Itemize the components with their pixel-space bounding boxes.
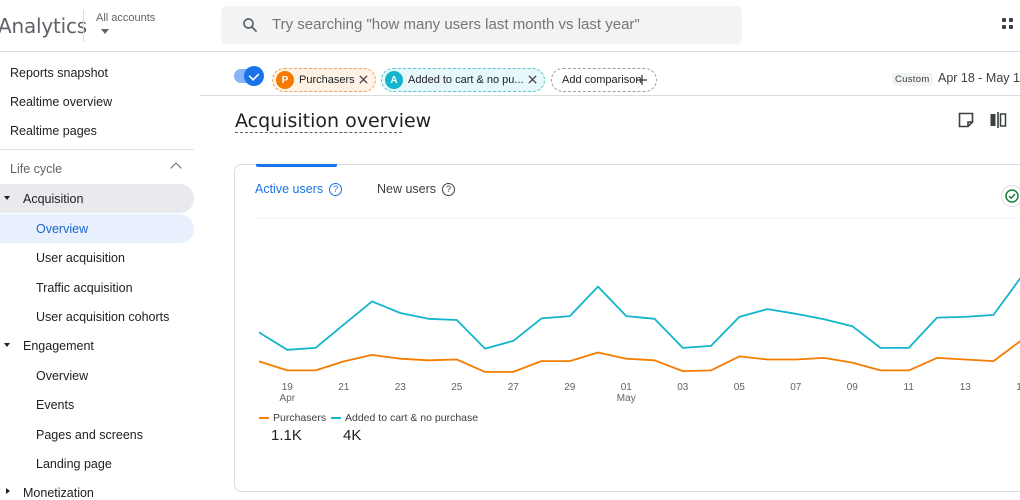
sidebar-item-monetization[interactable]: Monetization <box>0 478 194 500</box>
added-to-cart-total: 4K <box>343 427 362 444</box>
data-quality-check-icon[interactable] <box>1001 185 1020 207</box>
toggle-knob[interactable] <box>244 66 264 86</box>
add-comparison-label: Add comparison <box>562 74 642 86</box>
sidebar-item-label: Acquisition <box>23 191 84 206</box>
plus-icon <box>637 75 647 85</box>
help-icon[interactable]: ? <box>329 183 343 197</box>
legend-item-purchasers[interactable]: Purchasers <box>259 412 326 424</box>
legend-label: Added to cart & no purchase <box>345 412 479 424</box>
sidebar-item-pages-and-screens[interactable]: Pages and screens <box>36 427 144 442</box>
sidebar-item-realtime-pages[interactable]: Realtime pages <box>10 123 97 138</box>
chip-label: Purchasers <box>299 74 355 86</box>
sidebar: Reports snapshot Realtime overview Realt… <box>0 53 200 500</box>
legend-item-added-to-cart[interactable]: Added to cart & no purchase <box>331 412 478 424</box>
search-icon <box>243 18 257 32</box>
sidebar-divider <box>0 149 194 150</box>
chip-label: Added to cart & no pu... <box>408 74 524 86</box>
tab-label: Active users <box>255 182 324 196</box>
chevron-up-icon <box>170 162 182 174</box>
sidebar-item-user-acquisition-cohorts[interactable]: User acquisition cohorts <box>36 309 170 324</box>
sidebar-item-acquisition[interactable]: Acquisition <box>0 184 194 213</box>
purchasers-total: 1.1K <box>271 427 302 444</box>
sidebar-item-realtime-overview[interactable]: Realtime overview <box>10 94 113 109</box>
sidebar-item-traffic-acquisition[interactable]: Traffic acquisition <box>36 280 133 295</box>
add-comparison-button[interactable]: Add comparison <box>551 68 657 92</box>
caret-down-icon <box>4 343 10 347</box>
close-icon[interactable] <box>358 74 369 85</box>
sidebar-item-landing-page[interactable]: Landing page <box>36 456 112 471</box>
page-title: Acquisition overview <box>235 110 432 132</box>
tab-active-users[interactable]: Active users? <box>255 182 343 197</box>
caret-down-icon[interactable] <box>101 29 109 34</box>
search-input[interactable] <box>272 16 732 33</box>
sidebar-item-events[interactable]: Events <box>36 397 75 412</box>
top-bar: Analytics All accounts <box>0 0 1020 52</box>
tab-indicator <box>256 164 337 167</box>
sidebar-item-label: Monetization <box>23 485 94 500</box>
check-icon <box>1005 189 1019 203</box>
app-title[interactable]: Analytics <box>0 14 88 38</box>
help-icon[interactable]: ? <box>442 183 456 197</box>
sidebar-section-life-cycle[interactable]: Life cycle <box>0 154 194 184</box>
comparison-chip-added-to-cart[interactable]: A Added to cart & no pu... <box>381 68 545 92</box>
section-label: Life cycle <box>10 162 63 176</box>
sidebar-item-acquisition-overview[interactable]: Overview <box>0 214 194 243</box>
comparison-bar: P Purchasers A Added to cart & no pu... … <box>200 53 1020 96</box>
title-underline <box>235 132 402 133</box>
caret-right-icon <box>6 488 10 494</box>
custom-date-badge: Custom <box>892 73 933 86</box>
comparison-chip-purchasers[interactable]: P Purchasers <box>272 68 376 92</box>
sidebar-item-reports-snapshot[interactable]: Reports snapshot <box>10 65 108 80</box>
close-icon[interactable] <box>527 74 538 85</box>
chip-avatar: P <box>276 71 294 89</box>
sidebar-item-engagement-overview[interactable]: Overview <box>36 368 89 383</box>
compare-columns-icon[interactable] <box>989 111 1007 129</box>
sidebar-item-user-acquisition[interactable]: User acquisition <box>36 250 125 265</box>
sidebar-item-label: Engagement <box>23 338 94 353</box>
chip-avatar: A <box>385 71 403 89</box>
tab-label: New users <box>377 182 437 196</box>
legend-swatch <box>331 417 341 419</box>
caret-down-icon <box>4 196 10 200</box>
insights-note-icon[interactable] <box>957 111 975 129</box>
title-divider <box>83 10 84 42</box>
tab-new-users[interactable]: New users? <box>377 182 456 197</box>
sidebar-item-engagement[interactable]: Engagement <box>0 331 194 360</box>
apps-grid-icon[interactable] <box>1002 18 1020 34</box>
date-range-picker[interactable]: Apr 18 - May 15 <box>938 71 1020 85</box>
account-selector[interactable]: All accounts <box>96 12 156 24</box>
legend-label: Purchasers <box>273 412 327 424</box>
search-bar[interactable] <box>221 6 742 44</box>
legend-swatch <box>259 417 269 419</box>
